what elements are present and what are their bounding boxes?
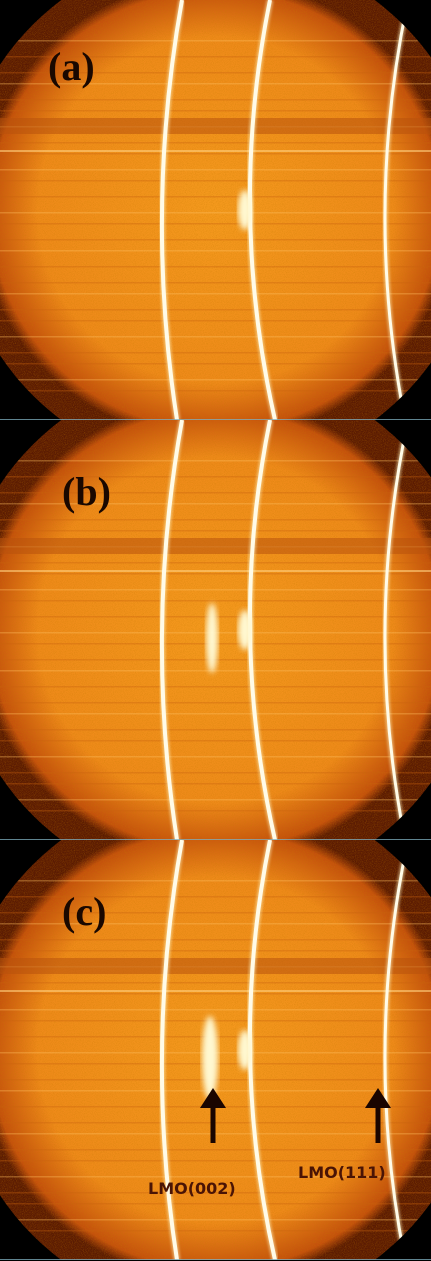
streak <box>0 562 431 564</box>
panel-label: (b) <box>62 469 111 514</box>
diffraction-spot <box>202 1016 218 1100</box>
diffraction-spot <box>206 603 218 673</box>
dark-band <box>0 958 431 974</box>
streak <box>0 352 431 354</box>
annotation-label: LMO(111) <box>298 1163 386 1182</box>
streak <box>0 379 431 381</box>
streak <box>0 110 431 112</box>
diffraction-spot <box>238 1030 252 1070</box>
streak <box>0 266 431 268</box>
streak <box>0 600 431 602</box>
streak <box>0 713 431 715</box>
streak <box>0 212 431 214</box>
streak <box>0 772 431 774</box>
streak <box>0 1149 431 1151</box>
streak <box>0 990 431 992</box>
streak <box>0 670 431 672</box>
streak <box>0 169 431 171</box>
streak <box>0 1219 431 1221</box>
streak <box>0 142 431 144</box>
annotation-label: LMO(002) <box>148 1179 236 1198</box>
streak <box>0 939 431 941</box>
page: (a) (b) (c) LMO(002) LMO(111) (() => { c… <box>0 0 431 1261</box>
streak <box>0 993 431 995</box>
panel-label: (c) <box>62 889 106 934</box>
streak <box>0 336 431 338</box>
streak <box>0 239 431 241</box>
streak <box>0 309 431 311</box>
streak <box>0 573 431 575</box>
streak <box>0 1160 431 1162</box>
streak <box>0 686 431 688</box>
streak <box>0 1230 431 1232</box>
streak <box>0 1020 431 1022</box>
streak <box>0 390 431 392</box>
streak <box>0 196 431 198</box>
streak <box>0 320 431 322</box>
diffraction-spot <box>238 190 252 230</box>
streak <box>0 293 431 295</box>
streak <box>0 1009 431 1011</box>
streak <box>0 282 431 284</box>
streak <box>0 40 431 42</box>
streak <box>0 150 431 152</box>
dark-band <box>0 118 431 134</box>
streak <box>0 153 431 155</box>
panel-label: (a) <box>48 44 95 89</box>
streak <box>0 99 431 101</box>
streak <box>0 729 431 731</box>
streak <box>0 702 431 704</box>
streak <box>0 519 431 521</box>
figure: (a) (b) (c) LMO(002) LMO(111) <box>0 0 431 1261</box>
panels <box>0 0 431 1260</box>
diffraction-spot <box>238 610 252 650</box>
streak <box>0 799 431 801</box>
streak <box>0 950 431 952</box>
streak <box>0 460 431 462</box>
streak <box>0 363 431 365</box>
streak <box>0 223 431 225</box>
dark-band <box>0 538 431 554</box>
streak <box>0 1090 431 1092</box>
streak <box>0 530 431 532</box>
streak <box>0 250 431 252</box>
streak <box>0 180 431 182</box>
streak <box>0 570 431 572</box>
streak <box>0 982 431 984</box>
streak <box>0 810 431 812</box>
streak <box>0 880 431 882</box>
streak <box>0 740 431 742</box>
streak <box>0 589 431 591</box>
streak <box>0 1203 431 1205</box>
streak <box>0 756 431 758</box>
streak <box>0 783 431 785</box>
